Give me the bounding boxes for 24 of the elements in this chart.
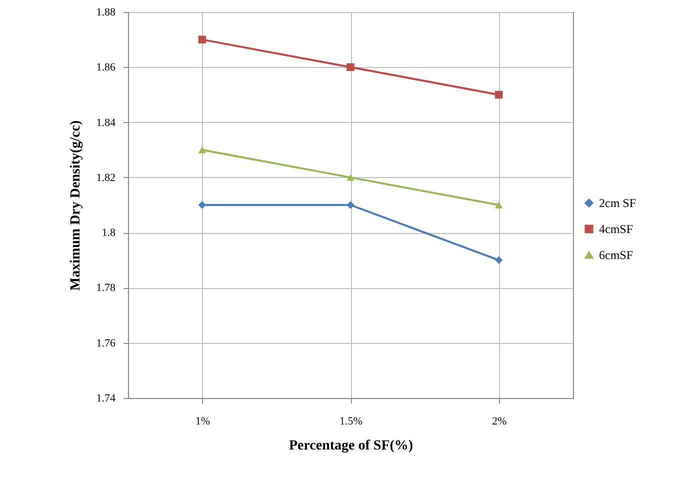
point (346, 63, 354, 72)
point (198, 36, 206, 44)
y-tick-label: 1.84 (96, 116, 116, 129)
x-tick-label: 1% (195, 416, 210, 428)
point (346, 201, 354, 209)
y-tick-label: 1.74 (96, 392, 116, 404)
x-axis-title: Percentage of SF(%) (288, 438, 414, 454)
y-tick-label: 1.88 (96, 6, 116, 18)
point (494, 256, 503, 264)
y-tick-label: 1.78 (96, 282, 116, 294)
legend-label: 6cmSF (599, 248, 634, 262)
y-tick-label: 1.76 (96, 337, 116, 350)
y-tick-label: 1.86 (96, 62, 116, 74)
point (494, 202, 503, 208)
x-tick-label: 2% (492, 416, 507, 428)
point (198, 146, 206, 154)
point (494, 90, 503, 99)
legend-label: 4cmSF (599, 222, 634, 236)
y-axis-title: Maximum Dry Density(g/cc) (68, 120, 84, 291)
point (346, 174, 354, 181)
y-tick-label: 1.82 (96, 172, 116, 184)
x-tick-label: 1.5% (340, 416, 362, 428)
y-tick-label: 1.8 (102, 227, 116, 240)
legend-label: 2cm SF (599, 196, 636, 210)
